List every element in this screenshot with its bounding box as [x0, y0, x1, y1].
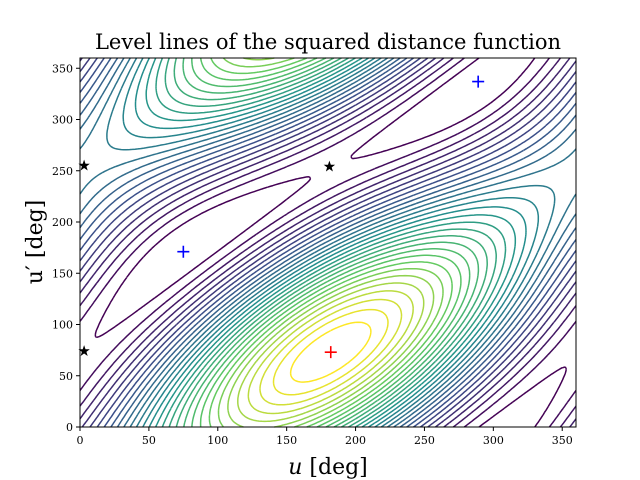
y-tick-label: 200	[52, 216, 73, 229]
contour-level	[208, 57, 453, 428]
contour-level	[217, 57, 444, 428]
contour-level	[134, 57, 527, 428]
x-tick-label: 0	[77, 434, 84, 447]
y-tick-label: 50	[59, 370, 73, 383]
saddle-marker	[323, 160, 336, 172]
contour-level	[94, 57, 567, 428]
contour-level	[247, 290, 414, 415]
contour-level	[79, 57, 577, 428]
contour-level	[79, 57, 577, 428]
contour-level	[182, 57, 480, 428]
contour-level	[79, 57, 577, 428]
x-tick-label: 50	[142, 434, 156, 447]
contour-level	[259, 298, 403, 406]
y-tick-label: 150	[52, 267, 73, 280]
minimum-marker	[177, 245, 190, 258]
maximum-marker	[324, 346, 337, 359]
y-tick-label: 0	[66, 421, 73, 434]
y-tick-label: 250	[52, 165, 73, 178]
contour-level	[145, 57, 517, 428]
saddle-marker	[78, 345, 90, 356]
x-tick-label: 150	[276, 434, 297, 447]
contour-level	[106, 57, 556, 428]
contour-level	[289, 321, 372, 383]
chart-title: Level lines of the squared distance func…	[95, 30, 561, 54]
x-axis-label: u [deg]	[288, 455, 368, 480]
contour-level	[191, 57, 471, 428]
contour-level	[272, 308, 389, 396]
axes-frame	[79, 57, 577, 428]
x-tick-label: 300	[483, 434, 504, 447]
contour-level	[79, 57, 577, 428]
x-tick-label: 100	[207, 434, 228, 447]
contour-level	[227, 57, 435, 428]
y-tick-label: 350	[52, 62, 73, 75]
x-tick-label: 350	[552, 434, 573, 447]
contour-level	[155, 57, 507, 428]
contour-level	[199, 57, 462, 428]
saddle-marker	[78, 159, 90, 171]
y-tick-label: 300	[52, 114, 73, 127]
contour-level	[79, 57, 577, 428]
y-tick-label: 100	[52, 319, 73, 332]
contour-level	[79, 57, 577, 428]
markers	[78, 75, 485, 359]
x-tick-label: 250	[414, 434, 435, 447]
contour-level	[122, 57, 540, 428]
x-tick-label: 200	[345, 434, 366, 447]
contour-lines	[79, 57, 577, 428]
contour-level	[237, 282, 425, 423]
y-axis-label: u′ [deg]	[23, 200, 48, 285]
contour-level	[164, 57, 497, 428]
minimum-marker	[472, 75, 485, 88]
axis-ticks: 0 50 100 150 200 250 300 350 0 50 100 150 200 250 300 3…	[52, 62, 573, 447]
